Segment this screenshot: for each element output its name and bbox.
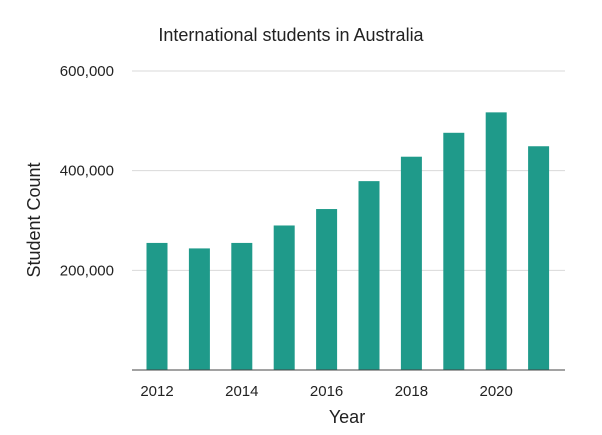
- bar-2017: [358, 181, 380, 370]
- bar-2015: [273, 225, 295, 370]
- bar-2014: [231, 242, 253, 370]
- x-axis-ticks: 2012 2014 2016 2018 2020: [140, 383, 513, 400]
- bar-2012: [146, 242, 168, 370]
- y-tick-label: 200,000: [60, 262, 114, 279]
- bar-2020: [485, 112, 507, 370]
- y-axis-label: Student Count: [24, 162, 44, 277]
- bar-2013: [188, 248, 210, 370]
- bar-2021: [528, 146, 550, 370]
- x-tick-label: 2016: [310, 383, 343, 400]
- bar-2019: [443, 132, 465, 370]
- bars: [146, 112, 550, 370]
- chart-title: International students in Australia: [158, 25, 424, 45]
- y-tick-label: 400,000: [60, 163, 114, 180]
- y-axis-ticks: 200,000 400,000 600,000: [60, 63, 114, 279]
- x-tick-label: 2020: [480, 383, 513, 400]
- x-axis-label: Year: [329, 407, 365, 427]
- bar-2016: [316, 209, 338, 370]
- bar-2018: [400, 156, 422, 370]
- x-tick-label: 2014: [225, 383, 258, 400]
- x-tick-label: 2012: [140, 383, 173, 400]
- y-tick-label: 600,000: [60, 63, 114, 80]
- x-tick-label: 2018: [395, 383, 428, 400]
